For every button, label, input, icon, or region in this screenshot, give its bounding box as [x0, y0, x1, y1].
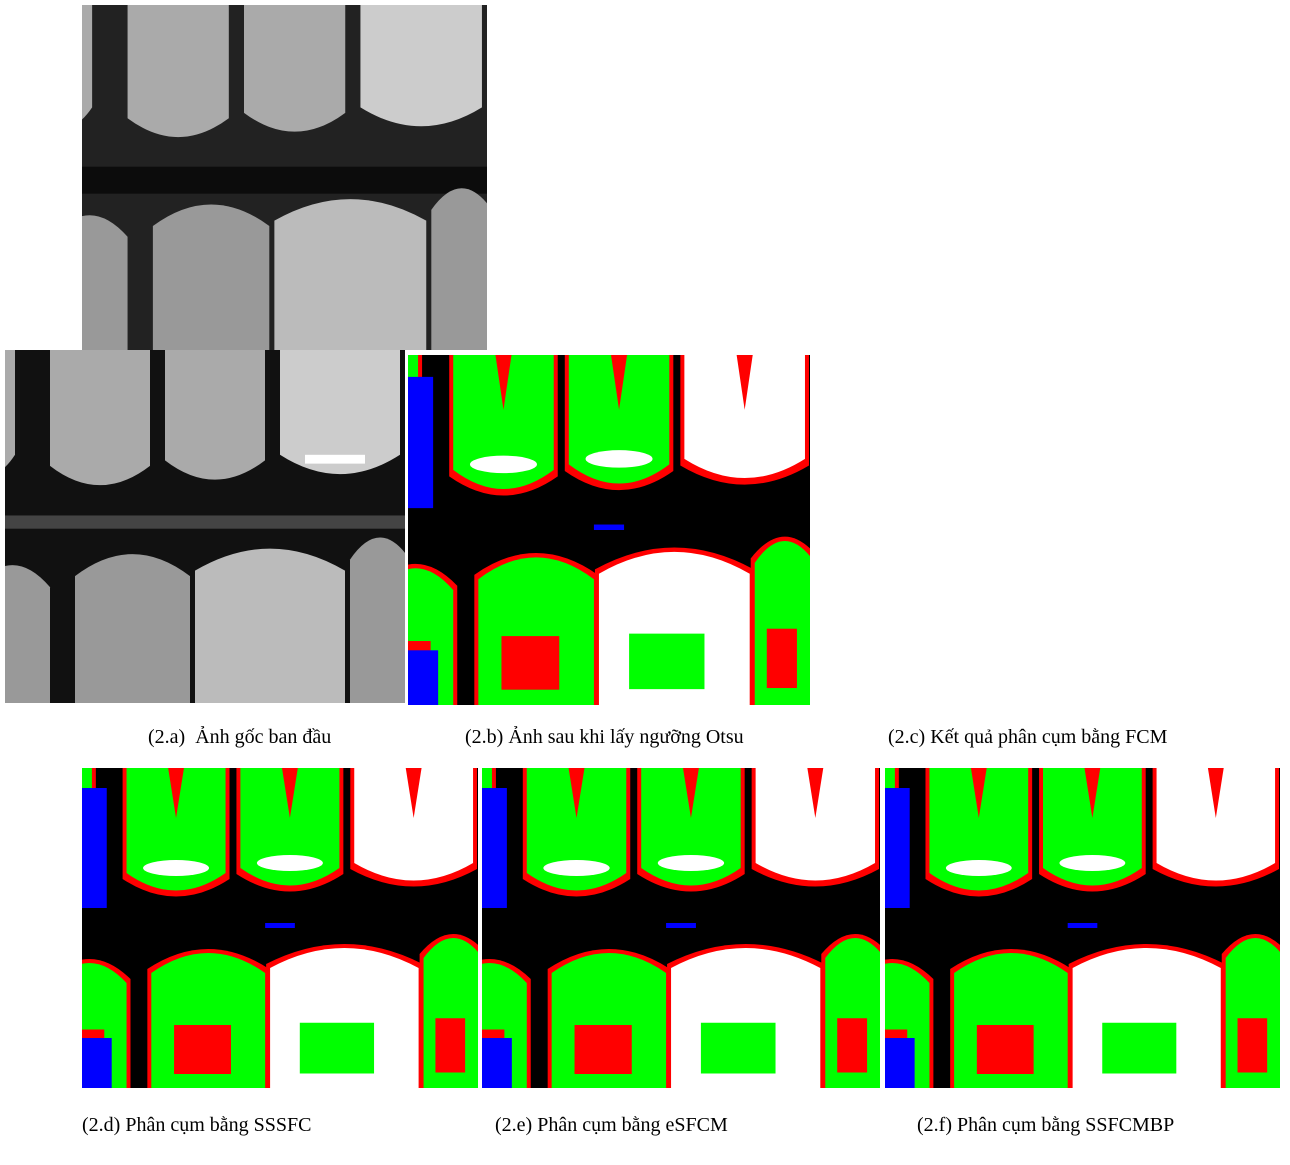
image-shape — [435, 1018, 465, 1072]
caption: (2.b) Ảnh sau khi lấy ngưỡng Otsu — [465, 726, 744, 749]
image-shape — [153, 204, 269, 350]
esfcm-image — [482, 768, 880, 1088]
original-image — [82, 5, 487, 350]
image-shape — [265, 923, 295, 928]
image-shape — [128, 5, 229, 137]
image-shape — [165, 350, 265, 480]
image-shape — [360, 5, 482, 126]
sssfc-image — [82, 768, 478, 1088]
image-shape — [586, 450, 653, 468]
image-shape — [50, 350, 150, 485]
image-shape — [885, 1038, 915, 1088]
caption: (2.e) Phân cụm bằng eSFCM — [495, 1114, 728, 1137]
image-shape — [143, 860, 209, 876]
fcm-image — [408, 355, 810, 705]
image-shape — [5, 565, 50, 703]
image-shape — [195, 549, 345, 703]
image-shape — [946, 860, 1012, 876]
image-shape — [5, 515, 405, 528]
image-shape — [658, 855, 724, 871]
image-shape — [1059, 855, 1125, 871]
image-shape — [482, 788, 507, 908]
image-shape — [350, 538, 405, 703]
image-shape — [885, 788, 910, 908]
image-shape — [575, 1025, 632, 1074]
image-shape — [5, 350, 15, 474]
image-shape — [1068, 923, 1098, 928]
image-shape — [767, 629, 797, 688]
image-shape — [174, 1025, 231, 1074]
image-shape — [82, 1038, 112, 1088]
image-shape — [274, 199, 426, 350]
image-shape — [1102, 1023, 1176, 1074]
image-shape — [501, 636, 559, 690]
caption: (2.c) Kết quả phân cụm bằng FCM — [888, 726, 1167, 749]
image-shape — [837, 1018, 867, 1072]
ssfcmbp-image — [885, 768, 1280, 1088]
image-shape — [1238, 1018, 1268, 1072]
image-shape — [470, 456, 537, 474]
image-shape — [300, 1023, 374, 1074]
image-shape — [431, 188, 487, 350]
caption: (2.d) Phân cụm bằng SSSFC — [82, 1114, 311, 1137]
image-shape — [594, 525, 624, 530]
image-shape — [666, 923, 696, 928]
image-shape — [82, 788, 107, 908]
page: {"figure": {"captions": [ "(2.a) Ảnh gốc… — [0, 0, 1290, 1165]
otsu-image — [5, 350, 405, 703]
image-shape — [82, 167, 487, 194]
image-shape — [482, 1038, 512, 1088]
image-shape — [75, 554, 190, 703]
caption: (2.a) Ảnh gốc ban đầu — [148, 726, 331, 749]
image-shape — [408, 650, 438, 705]
image-shape — [543, 860, 609, 876]
image-shape — [408, 377, 433, 508]
image-shape — [257, 855, 323, 871]
image-shape — [305, 455, 365, 464]
image-shape — [82, 215, 128, 350]
image-shape — [977, 1025, 1034, 1074]
image-shape — [244, 5, 345, 132]
image-shape — [701, 1023, 776, 1074]
caption: (2.f) Phân cụm bằng SSFCMBP — [917, 1114, 1174, 1137]
image-shape — [629, 634, 704, 690]
image-shape — [82, 5, 92, 126]
